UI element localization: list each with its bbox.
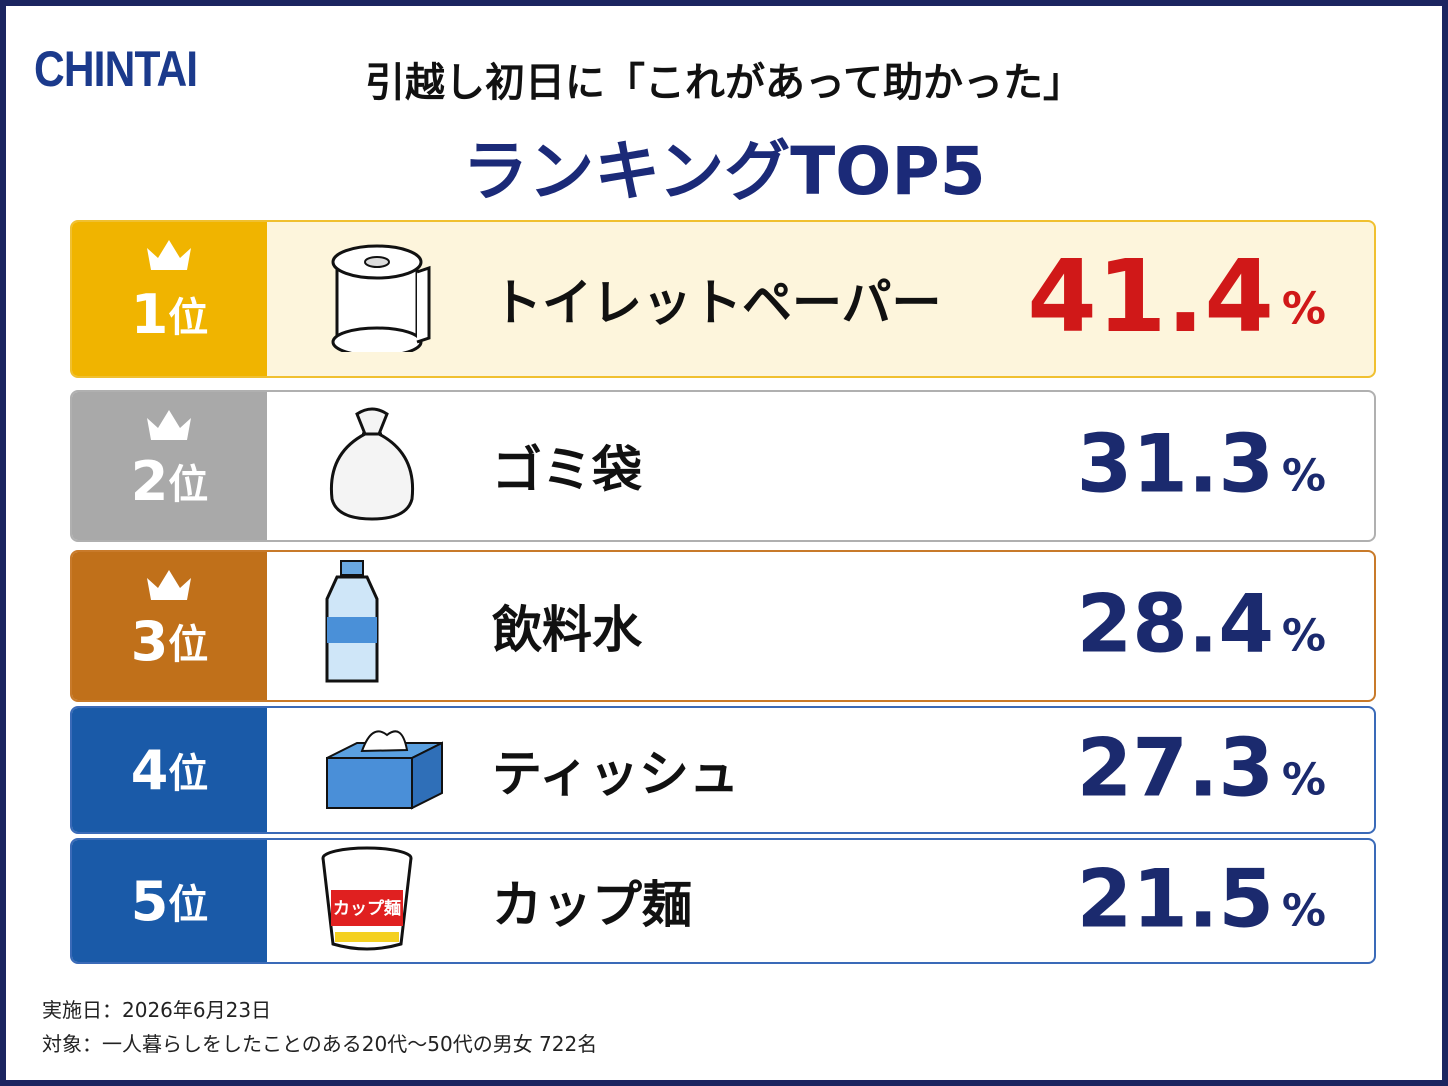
- icon-text: カップ麺: [333, 899, 401, 919]
- item-value: 28.4: [1076, 577, 1274, 671]
- item-icon: カップ麺: [317, 844, 417, 958]
- rank-suffix: 位: [168, 622, 209, 668]
- rank-suffix: 位: [168, 295, 209, 341]
- item-unit: %: [1281, 283, 1326, 335]
- footer-date: 実施日：2026年6月23日: [42, 998, 272, 1022]
- ranking-row: 3 位 飲料水 28.4%: [70, 550, 1376, 702]
- logo: CHINTAI: [34, 41, 198, 97]
- item-label: カップ麺: [492, 876, 692, 934]
- item-unit: %: [1281, 885, 1326, 937]
- item-icon: [317, 242, 437, 358]
- item-label: ゴミ袋: [492, 441, 642, 499]
- crown: [144, 406, 194, 446]
- item-label: 飲料水: [492, 601, 642, 659]
- subtitle: ランキングTOP5: [462, 133, 986, 210]
- rank-suffix: 位: [168, 751, 209, 797]
- rank-suffix: 位: [168, 462, 209, 508]
- item-unit: %: [1281, 610, 1326, 662]
- item-unit: %: [1281, 754, 1326, 806]
- ranking-row: 2 位 ゴミ袋 31.3%: [70, 390, 1376, 542]
- ranking-row: 5 位 カップ麺 カップ麺 21.5%: [70, 838, 1376, 964]
- ranking-row: 4 位 ティッシュ 27.3%: [70, 706, 1376, 834]
- item-label: トイレットペーパー: [492, 274, 942, 332]
- rank-number: 4: [130, 738, 169, 802]
- item-icon: [317, 723, 447, 817]
- item-icon: [317, 404, 427, 528]
- rank-number: 2: [130, 449, 169, 513]
- item-label: ティッシュ: [492, 745, 739, 803]
- rank-number: 5: [130, 869, 169, 933]
- item-value: 27.3: [1076, 721, 1274, 815]
- item-value: 21.5: [1076, 852, 1274, 946]
- footer-target: 対象：一人暮らしをしたことのある20代〜50代の男女 722名: [42, 1032, 598, 1056]
- title: 引越し初日に「これがあって助かった」: [365, 60, 1083, 106]
- item-unit: %: [1281, 450, 1326, 502]
- item-value: 41.4: [1027, 238, 1274, 356]
- item-icon: [317, 559, 387, 693]
- ranking-row: 1 位 トイレットペーパー 41.4%: [70, 220, 1376, 378]
- item-value: 31.3: [1076, 417, 1274, 511]
- rank-suffix: 位: [168, 882, 209, 928]
- crown: [144, 236, 194, 276]
- crown: [144, 566, 194, 606]
- rank-number: 3: [130, 609, 169, 673]
- rank-number: 1: [130, 282, 169, 346]
